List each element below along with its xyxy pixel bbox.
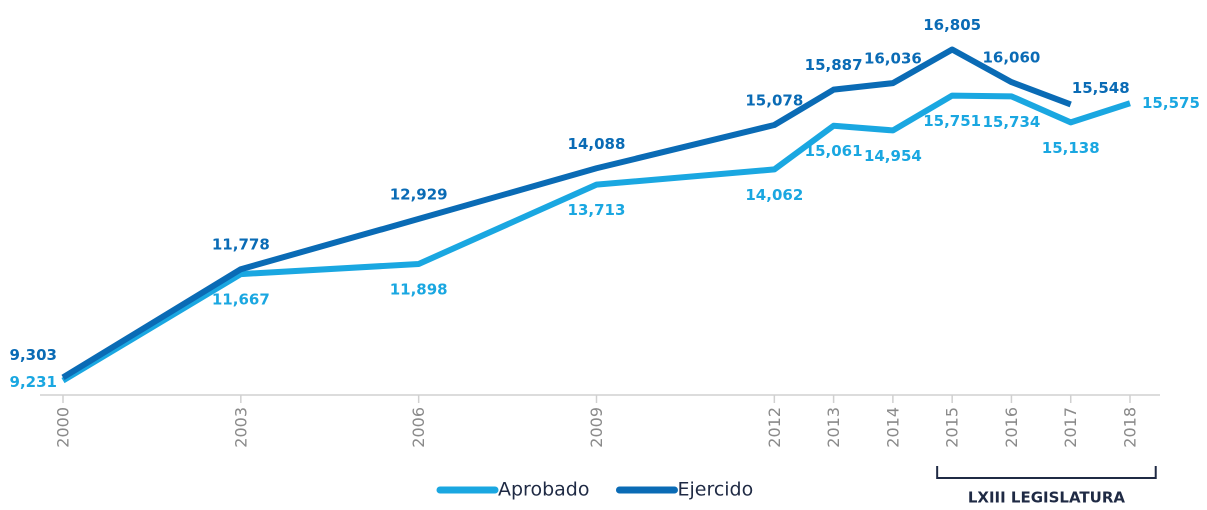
value-label: 9,303 (10, 346, 57, 364)
value-label: 16,060 (982, 49, 1040, 67)
value-label: 16,805 (923, 16, 981, 34)
legend-label: Aprobado (498, 479, 589, 501)
x-tick-label: 2006 (409, 407, 428, 448)
legend-label: Ejercido (677, 479, 753, 501)
x-tick-label: 2018 (1121, 407, 1140, 448)
value-label: 14,088 (568, 135, 626, 153)
value-label: 15,061 (805, 142, 863, 160)
value-label: 15,887 (805, 56, 863, 74)
value-label: 9,231 (10, 373, 57, 391)
x-tick-label: 2016 (1002, 407, 1021, 448)
value-label: 15,138 (1042, 139, 1100, 157)
x-tick-label: 2012 (765, 407, 784, 448)
x-tick-label: 2000 (54, 407, 73, 448)
value-label: 15,548 (1072, 79, 1130, 97)
x-tick-label: 2003 (231, 407, 250, 448)
bracket (936, 466, 1157, 479)
value-label: 15,751 (923, 112, 981, 130)
value-label: 14,062 (745, 186, 803, 204)
value-label: 13,713 (568, 201, 626, 219)
value-label: 12,929 (390, 185, 448, 203)
series-line (61, 92, 1131, 384)
x-tick-label: 2009 (587, 407, 606, 448)
x-tick-label: 2017 (1061, 407, 1080, 448)
x-tick-label: 2015 (943, 407, 962, 448)
value-label: 15,575 (1142, 94, 1200, 112)
annotation: LXIII LEGISLATURA (968, 489, 1126, 507)
value-label: 11,778 (212, 236, 270, 254)
value-label: 16,036 (864, 50, 922, 68)
series-line (61, 46, 1072, 380)
value-label: 11,898 (390, 280, 448, 298)
x-tick-label: 2013 (824, 407, 843, 448)
value-label: 15,734 (982, 113, 1040, 131)
x-tick-label: 2014 (883, 407, 902, 448)
value-label: 11,667 (212, 291, 270, 309)
value-label: 14,954 (864, 147, 922, 165)
value-label: 15,078 (745, 91, 803, 109)
